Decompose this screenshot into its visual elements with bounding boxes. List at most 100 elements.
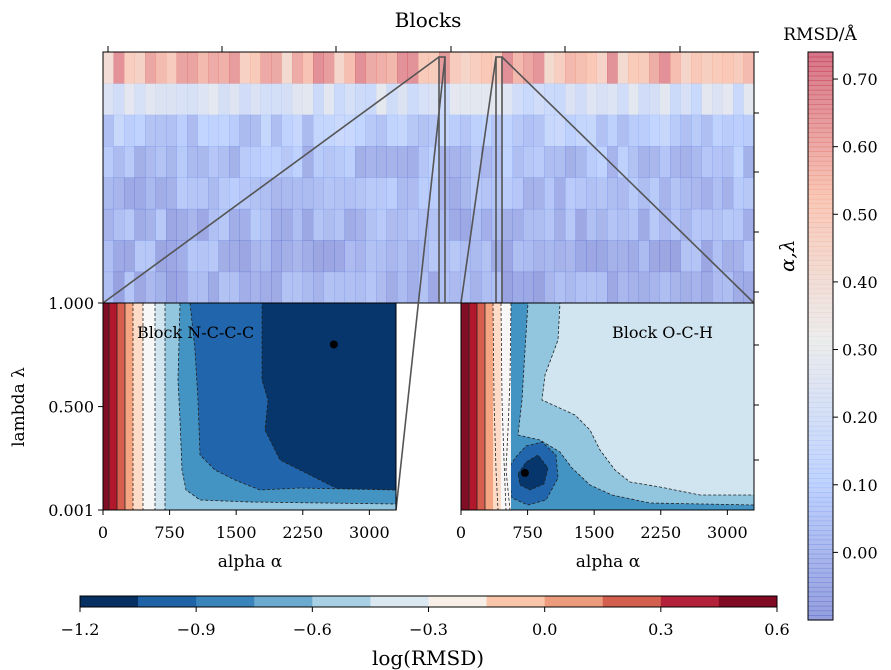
heatmap-cell xyxy=(134,83,146,116)
rmsd-colorbar-band xyxy=(808,416,833,422)
rmsd-colorbar-tick-label: 0.70 xyxy=(842,70,878,89)
heatmap-cell xyxy=(250,114,261,147)
heatmap-cell xyxy=(449,208,461,241)
heatmap-cell xyxy=(239,146,251,178)
heatmap-cell xyxy=(334,177,345,210)
rmsd-colorbar-band xyxy=(808,364,833,370)
rmsd-colorbar-label: RMSD/Å xyxy=(783,24,857,45)
heatmap-cell xyxy=(239,240,251,273)
heatmap-title: Blocks xyxy=(395,8,462,32)
heatmap-cell xyxy=(155,208,167,241)
rmsd-colorbar-band xyxy=(808,572,833,578)
heatmap-cell xyxy=(124,271,135,304)
rmsd-colorbar-band xyxy=(808,184,833,190)
contour-right-level xyxy=(461,303,469,510)
heatmap-cell xyxy=(491,208,503,241)
rmsd-colorbar-band xyxy=(808,212,833,219)
heatmap-cell xyxy=(218,208,230,241)
heatmap-cell xyxy=(460,146,471,178)
rmsd-colorbar-band xyxy=(808,558,833,564)
heatmap-cell xyxy=(491,271,503,304)
log-rmsd-colorbar-swatch xyxy=(428,596,488,607)
rmsd-colorbar-band xyxy=(808,208,833,214)
heatmap-cell xyxy=(470,240,482,273)
heatmap-cell xyxy=(239,83,251,116)
rmsd-colorbar-band xyxy=(808,435,833,441)
heatmap-cell xyxy=(407,52,419,84)
heatmap-cell xyxy=(302,83,314,116)
rmsd-colorbar-band xyxy=(808,227,833,233)
heatmap-cell xyxy=(502,271,513,304)
heatmap-cell xyxy=(722,240,734,273)
rmsd-colorbar-band xyxy=(808,492,833,498)
heatmap-cell xyxy=(376,114,387,147)
rmsd-colorbar-band xyxy=(808,331,833,337)
heatmap-cell xyxy=(344,83,356,116)
heatmap-cell xyxy=(722,83,734,116)
heatmap-cell xyxy=(197,52,209,84)
log-rmsd-colorbar-tick-label: 0.0 xyxy=(532,620,557,639)
heatmap-cell xyxy=(239,52,251,84)
rmsd-colorbar-band xyxy=(808,378,833,384)
heatmap-cell xyxy=(218,177,230,210)
heatmap-cell xyxy=(124,114,135,147)
heatmap-cell xyxy=(260,177,272,210)
heatmap-cell xyxy=(533,177,545,210)
x-tick-label: 0 xyxy=(456,523,466,542)
heatmap-cell xyxy=(638,83,650,116)
heatmap-cell xyxy=(481,208,492,241)
heatmap-cell xyxy=(260,52,272,84)
heatmap-cell xyxy=(229,177,240,210)
heatmap-cells xyxy=(103,52,755,304)
heatmap-cell xyxy=(334,83,345,116)
heatmap-cell xyxy=(523,240,534,273)
heatmap-cell xyxy=(470,114,482,147)
heatmap-cell xyxy=(449,271,461,304)
heatmap-cell xyxy=(712,146,723,178)
heatmap-cell xyxy=(292,114,303,147)
heatmap-cell xyxy=(460,271,471,304)
heatmap-cell xyxy=(124,240,135,273)
heatmap-cell xyxy=(596,114,608,147)
rmsd-colorbar-band xyxy=(808,160,833,167)
heatmap-cell xyxy=(565,146,576,178)
heatmap-cell xyxy=(250,271,261,304)
heatmap-cell xyxy=(313,177,324,210)
rmsd-colorbar-band xyxy=(808,302,833,309)
heatmap-cell xyxy=(103,208,114,241)
rmsd-colorbar-band xyxy=(808,601,833,607)
contour-left-annotation: Block N-C-C-C xyxy=(137,323,254,342)
heatmap-cell xyxy=(554,52,566,84)
heatmap-cell xyxy=(743,208,755,241)
x-tick-label: 0 xyxy=(98,523,108,542)
heatmap-cell xyxy=(638,271,650,304)
heatmap-cell xyxy=(397,52,408,84)
heatmap-cell xyxy=(449,146,461,178)
heatmap-cell xyxy=(628,114,639,147)
rmsd-colorbar-band xyxy=(808,132,833,138)
rmsd-colorbar-band xyxy=(808,407,833,413)
x-tick-label: 750 xyxy=(154,523,185,542)
rmsd-colorbar-band xyxy=(808,591,833,597)
heatmap-cell xyxy=(344,146,356,178)
heatmap-cell xyxy=(607,208,618,241)
heatmap-cell xyxy=(722,114,734,147)
heatmap-cell xyxy=(208,52,219,84)
heatmap-cell xyxy=(607,146,618,178)
contour-right-axes: 0 750 1500 2250 3000 xyxy=(456,510,748,542)
rmsd-colorbar-tick-label: 0.30 xyxy=(842,341,878,360)
rmsd-colorbar-band xyxy=(808,577,833,583)
heatmap-cell xyxy=(659,208,671,241)
heatmap-cell xyxy=(628,52,639,84)
heatmap-cell xyxy=(491,114,503,147)
rmsd-colorbar-band xyxy=(808,241,833,247)
heatmap-cell xyxy=(544,146,555,178)
heatmap-cell xyxy=(355,146,366,178)
x-tick-label: 1500 xyxy=(216,523,257,542)
contour-right-xlabel: alpha α xyxy=(576,552,641,572)
heatmap-cell xyxy=(523,271,534,304)
rmsd-colorbar-band xyxy=(808,544,833,550)
heatmap-cell xyxy=(460,52,471,84)
rmsd-colorbar-band xyxy=(808,94,833,100)
